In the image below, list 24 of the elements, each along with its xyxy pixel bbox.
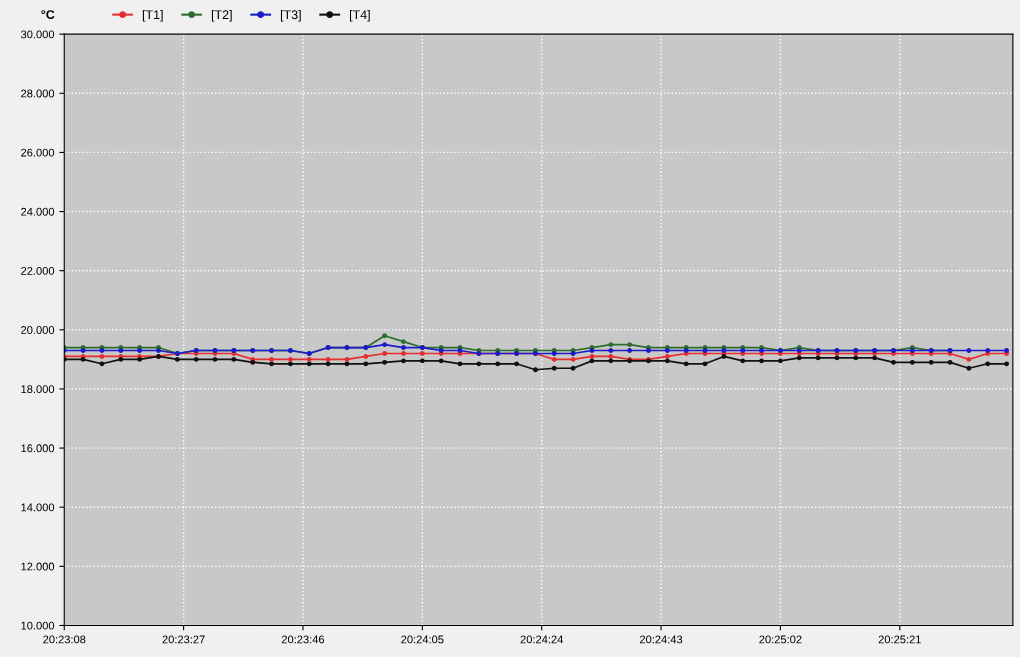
x-tick-label: 20:23:27 [162,635,205,644]
x-tick-label: 20:24:43 [639,635,683,644]
y-tick-label: 16.000 [21,444,55,453]
legend-label: [T3] [280,9,301,22]
x-tick-label: 20:23:46 [281,635,325,644]
x-tick-label: 20:24:24 [520,635,564,644]
x-tick-label: 20:24:05 [401,635,444,644]
y-tick-label: 26.000 [21,148,55,157]
legend-label: [T1] [142,9,163,22]
y-tick-label: 28.000 [21,89,55,98]
y-tick-label: 18.000 [21,385,55,394]
legend-label: [T2] [211,9,232,22]
y-tick-label: 12.000 [21,562,55,571]
y-tick-label: 24.000 [21,207,55,216]
y-tick-label: 30.000 [20,30,55,39]
y-tick-label: 10.000 [21,621,55,630]
legend-label: [T4] [349,9,370,22]
x-tick-label: 20:25:02 [759,635,802,644]
y-tick-label: 14.000 [21,503,55,512]
x-tick-label: 20:23:08 [43,635,86,644]
x-tick-label: 20:25:21 [878,635,921,644]
y-tick-label: 22.000 [21,266,55,275]
y-axis-title: °C [41,10,55,20]
y-tick-label: 20.000 [21,326,55,334]
